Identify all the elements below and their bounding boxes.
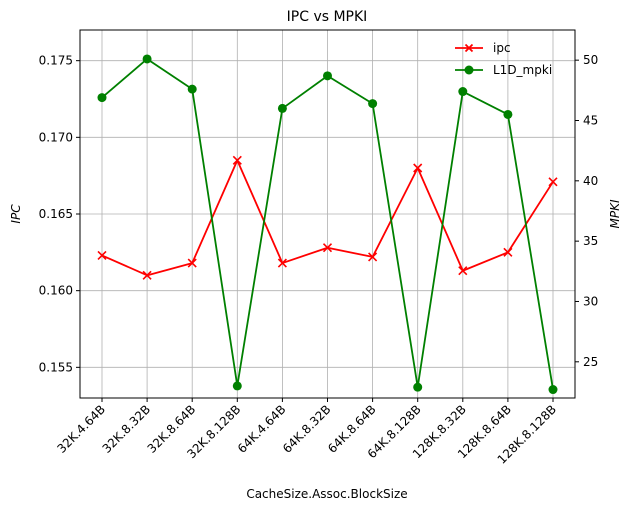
right-y-axis-label: MPKI: [608, 199, 622, 228]
left-y-tick-label-0: 0.155: [39, 360, 73, 374]
left-y-tick-label-2: 0.165: [39, 207, 73, 221]
data-point-ipc-9: [503, 247, 513, 257]
data-point-l1d-mpki-5: [323, 71, 332, 81]
legend: ipc L1D_mpki: [455, 41, 552, 77]
legend-marker-l1d-mpki-icon: [464, 65, 474, 75]
data-point-l1d-mpki-8: [458, 87, 468, 97]
left-y-tick-label-1: 0.160: [39, 284, 73, 298]
right-y-tick-label-1: 30: [583, 294, 598, 308]
data-point-l1d-mpki-7: [413, 382, 423, 392]
left-y-tick-label-3: 0.170: [39, 130, 73, 144]
data-point-l1d-mpki-3: [232, 381, 242, 391]
left-y-axis-label: IPC: [9, 204, 23, 224]
data-point-ipc-3: [232, 155, 242, 165]
data-point-ipc-8: [458, 266, 468, 276]
left-y-tick-label-4: 0.175: [39, 54, 73, 68]
data-point-ipc-2: [187, 258, 197, 268]
data-point-l1d-mpki-4: [277, 103, 287, 113]
right-y-tick-label-2: 35: [583, 234, 598, 248]
data-point-ipc-6: [368, 252, 378, 262]
series-layer: [97, 54, 558, 395]
x-axis-label: CacheSize.Assoc.BlockSize: [246, 487, 407, 501]
data-point-ipc-4: [277, 258, 287, 268]
data-point-l1d-mpki-10: [548, 385, 558, 395]
data-point-ipc-10: [548, 177, 558, 187]
right-y-tick-label-3: 40: [583, 174, 598, 188]
data-point-ipc-1: [142, 270, 152, 280]
data-point-l1d-mpki-6: [368, 99, 378, 109]
data-point-ipc-5: [322, 243, 333, 253]
chart-title: IPC vs MPKI: [287, 9, 368, 25]
data-point-l1d-mpki-2: [187, 84, 197, 94]
legend-label-l1d-mpki: L1D_mpki: [493, 63, 552, 77]
legend-marker-ipc-icon: [464, 43, 474, 53]
data-point-l1d-mpki-0: [97, 93, 107, 103]
right-y-tick-label-4: 45: [583, 113, 598, 127]
data-point-l1d-mpki-9: [503, 109, 513, 119]
legend-label-ipc: ipc: [493, 41, 511, 55]
right-y-tick-label-5: 50: [583, 53, 598, 67]
data-point-ipc-7: [413, 163, 423, 173]
right-y-tick-label-0: 25: [583, 355, 598, 369]
data-point-ipc-0: [97, 250, 107, 260]
data-point-l1d-mpki-1: [142, 54, 152, 64]
